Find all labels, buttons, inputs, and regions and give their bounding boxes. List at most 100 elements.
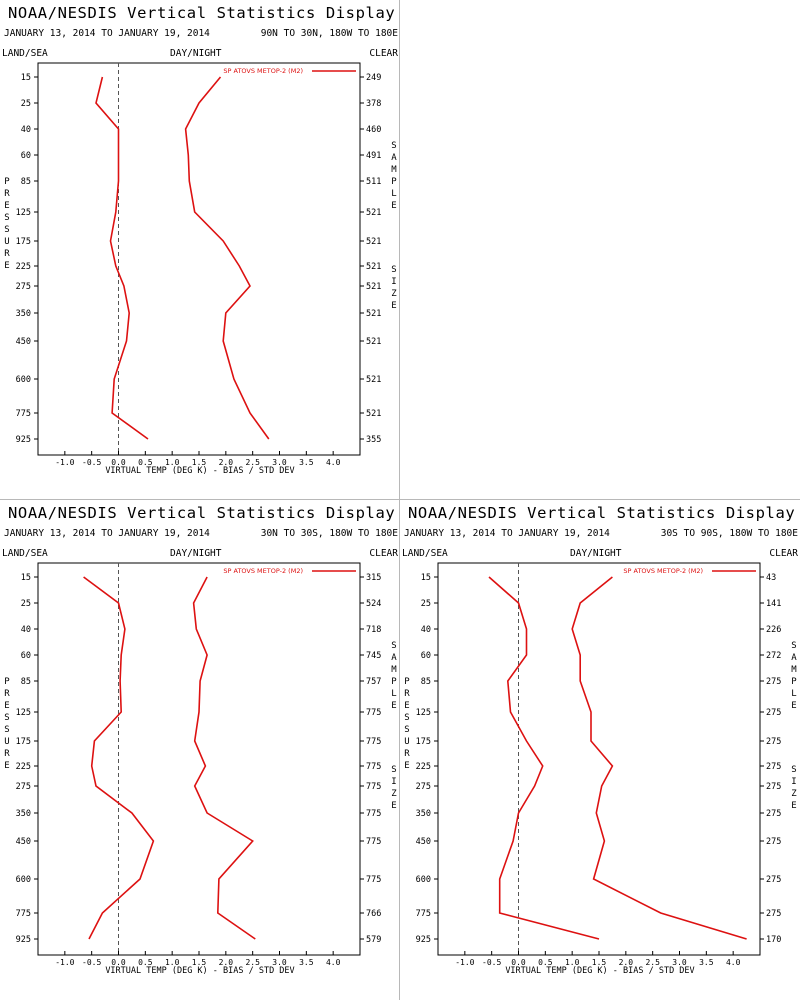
x-tick-label: 2.5 bbox=[245, 458, 260, 467]
x-tick-label: 0.5 bbox=[538, 958, 553, 967]
pressure-level-label: 25 bbox=[21, 599, 31, 609]
x-tick-label: 0.0 bbox=[111, 958, 126, 967]
x-tick-label: 4.0 bbox=[726, 958, 741, 967]
x-tick-label: 0.5 bbox=[138, 958, 153, 967]
vertical-label-letter: S bbox=[791, 641, 797, 651]
pressure-level-label: 925 bbox=[16, 435, 31, 445]
vertical-label-letter: S bbox=[391, 265, 397, 275]
pressure-level-label: 275 bbox=[416, 782, 431, 792]
vertical-label-letter: S bbox=[391, 141, 397, 151]
stats-panel-90n-30n: NOAA/NESDIS Vertical Statistics Display … bbox=[0, 0, 400, 500]
region-label: 30S TO 90S, 180W TO 180E bbox=[660, 528, 798, 539]
vertical-label-letter: S bbox=[4, 725, 10, 735]
pressure-level-label: 225 bbox=[416, 762, 431, 772]
pressure-level-label: 225 bbox=[16, 262, 31, 272]
date-range: JANUARY 13, 2014 TO JANUARY 19, 2014 bbox=[404, 528, 610, 539]
x-tick-label: 0.0 bbox=[511, 958, 526, 967]
sample-size-value: 775 bbox=[366, 708, 381, 718]
pressure-level-label: 85 bbox=[421, 677, 431, 687]
vertical-label-letter: R bbox=[4, 749, 10, 759]
vertical-label-letter: S bbox=[791, 765, 797, 775]
x-tick-label: 2.0 bbox=[219, 958, 234, 967]
clear-label: CLEAR bbox=[369, 48, 398, 59]
sample-size-value: 521 bbox=[366, 309, 381, 319]
x-tick-label: -0.5 bbox=[82, 458, 101, 467]
vertical-label-letter: E bbox=[391, 201, 397, 211]
sample-size-value: 226 bbox=[766, 625, 781, 635]
sample-size-value: 378 bbox=[366, 99, 381, 109]
pressure-level-label: 450 bbox=[416, 837, 431, 847]
sample-size-value: 521 bbox=[366, 282, 381, 292]
x-tick-label: 3.0 bbox=[272, 458, 287, 467]
vertical-label-letter: R bbox=[4, 189, 10, 199]
vertical-label-letter: E bbox=[404, 761, 410, 771]
vertical-label-letter: R bbox=[4, 249, 10, 259]
vertical-label-letter: S bbox=[404, 725, 410, 735]
x-tick-label: -0.5 bbox=[82, 958, 101, 967]
sample-size-value: 757 bbox=[366, 677, 381, 687]
legend-label: SP ATOVS METOP-2 (M2) bbox=[223, 67, 303, 75]
x-tick-label: 1.5 bbox=[592, 958, 607, 967]
pressure-level-label: 275 bbox=[16, 282, 31, 292]
vertical-label-letter: E bbox=[391, 301, 397, 311]
sample-size-value: 775 bbox=[366, 782, 381, 792]
series-line-std-dev bbox=[184, 76, 270, 440]
pressure-level-label: 175 bbox=[16, 237, 31, 247]
vertical-label-letter: A bbox=[391, 653, 397, 663]
sample-size-value: 524 bbox=[366, 599, 381, 609]
vertical-label-letter: S bbox=[4, 713, 10, 723]
pressure-level-label: 40 bbox=[421, 625, 431, 635]
series-line-std-dev bbox=[192, 576, 256, 940]
sample-size-value: 521 bbox=[366, 375, 381, 385]
land-sea-label: LAND/SEA bbox=[2, 548, 48, 559]
sample-size-value: 275 bbox=[766, 708, 781, 718]
vertical-label-letter: S bbox=[4, 213, 10, 223]
day-night-label: DAY/NIGHT bbox=[170, 48, 222, 59]
x-tick-label: 4.0 bbox=[326, 458, 341, 467]
legend-label: SP ATOVS METOP-2 (M2) bbox=[223, 567, 303, 575]
x-tick-label: 3.5 bbox=[699, 958, 714, 967]
pressure-level-label: 350 bbox=[416, 809, 431, 819]
chart-svg: 15 315 25 524 40 718 60 745 85 757 125 775 175 775 225… bbox=[16, 562, 381, 967]
sample-size-value: 775 bbox=[366, 875, 381, 885]
sample-size-value: 315 bbox=[366, 573, 381, 583]
pressure-level-label: 175 bbox=[416, 737, 431, 747]
x-tick-label: 2.0 bbox=[219, 458, 234, 467]
vertical-label-letter: P bbox=[391, 677, 397, 687]
sample-size-value: 521 bbox=[366, 237, 381, 247]
vertical-label-letter: S bbox=[391, 765, 397, 775]
sample-size-value: 275 bbox=[766, 809, 781, 819]
vertical-label-letter: M bbox=[391, 665, 397, 675]
x-tick-label: -1.0 bbox=[55, 958, 74, 967]
pressure-level-label: 85 bbox=[21, 677, 31, 687]
x-tick-label: 0.0 bbox=[111, 458, 126, 467]
x-tick-label: 0.5 bbox=[138, 458, 153, 467]
pressure-level-label: 450 bbox=[16, 337, 31, 347]
x-tick-label: -0.5 bbox=[482, 958, 501, 967]
sample-size-value: 249 bbox=[366, 73, 381, 83]
vertical-label-letter: L bbox=[391, 189, 397, 199]
date-range: JANUARY 13, 2014 TO JANUARY 19, 2014 bbox=[4, 28, 210, 39]
sample-size-value: 511 bbox=[366, 177, 381, 187]
sample-size-value: 766 bbox=[366, 909, 381, 919]
plot-frame bbox=[37, 562, 361, 956]
x-tick-label: 2.5 bbox=[245, 958, 260, 967]
clear-label: CLEAR bbox=[369, 548, 398, 559]
sample-size-value: 521 bbox=[366, 337, 381, 347]
vertical-label-letter: P bbox=[4, 677, 10, 687]
vertical-label-letter: Z bbox=[391, 789, 397, 799]
vertical-label-letter: Z bbox=[791, 789, 797, 799]
pressure-level-label: 40 bbox=[21, 125, 31, 135]
vertical-label-letter: E bbox=[4, 261, 10, 271]
pressure-level-label: 775 bbox=[16, 409, 31, 419]
vertical-label-letter: E bbox=[4, 761, 10, 771]
vertical-label-letter: A bbox=[391, 153, 397, 163]
sample-size-value: 275 bbox=[766, 762, 781, 772]
vertical-label-letter: A bbox=[791, 653, 797, 663]
x-axis-label: VIRTUAL TEMP (DEG K) - BIAS / STD DEV bbox=[505, 966, 695, 976]
land-sea-label: LAND/SEA bbox=[2, 48, 48, 59]
